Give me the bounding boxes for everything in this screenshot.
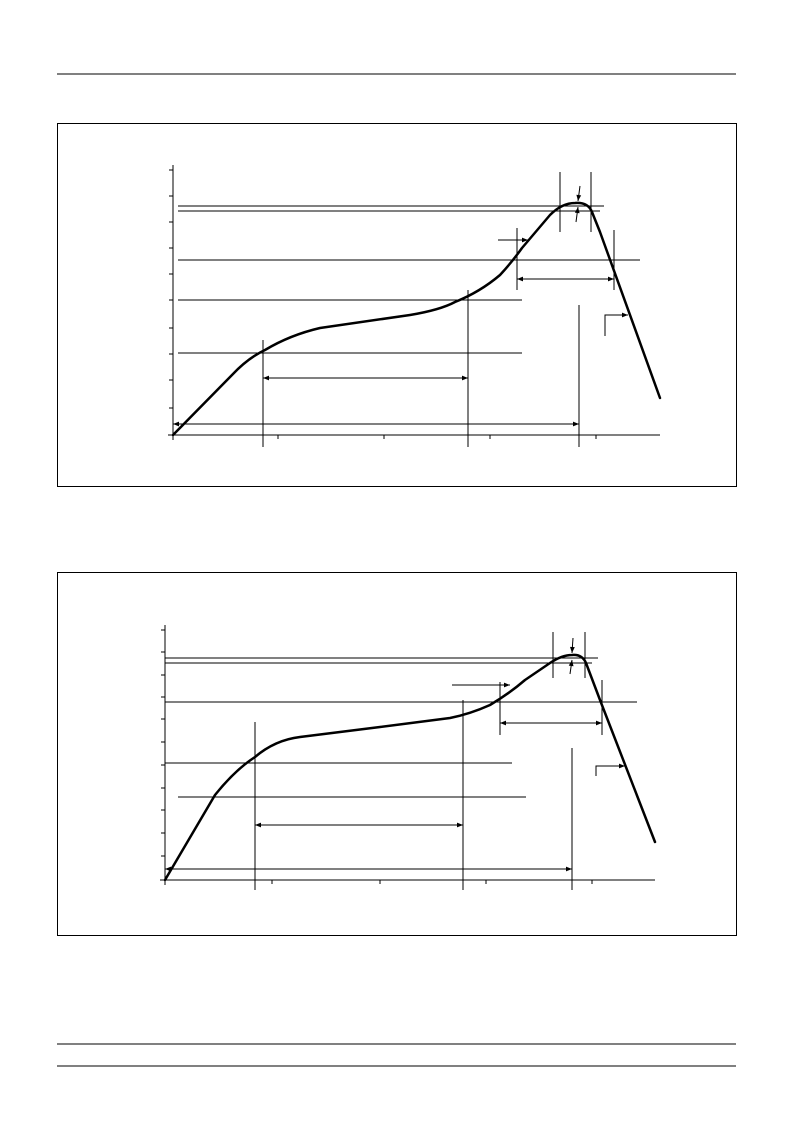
profile-curve — [163, 653, 657, 882]
pointer-arrow — [595, 763, 625, 776]
marker-lines — [262, 172, 615, 447]
diagram-2 — [57, 572, 737, 936]
ticks — [169, 169, 597, 439]
marker-lines — [254, 632, 603, 890]
reference-lines — [178, 205, 640, 354]
pointer-arrow — [570, 637, 575, 654]
frame — [57, 123, 737, 487]
profile-curve — [171, 201, 662, 437]
frame — [57, 572, 737, 936]
pointer-arrow — [568, 659, 574, 675]
ticks — [161, 629, 593, 884]
reference-lines — [165, 657, 637, 798]
diagram-1 — [57, 123, 737, 487]
pointer-arrow — [604, 312, 628, 336]
pointer-arrow — [574, 206, 580, 223]
pointer-arrow — [576, 185, 582, 202]
